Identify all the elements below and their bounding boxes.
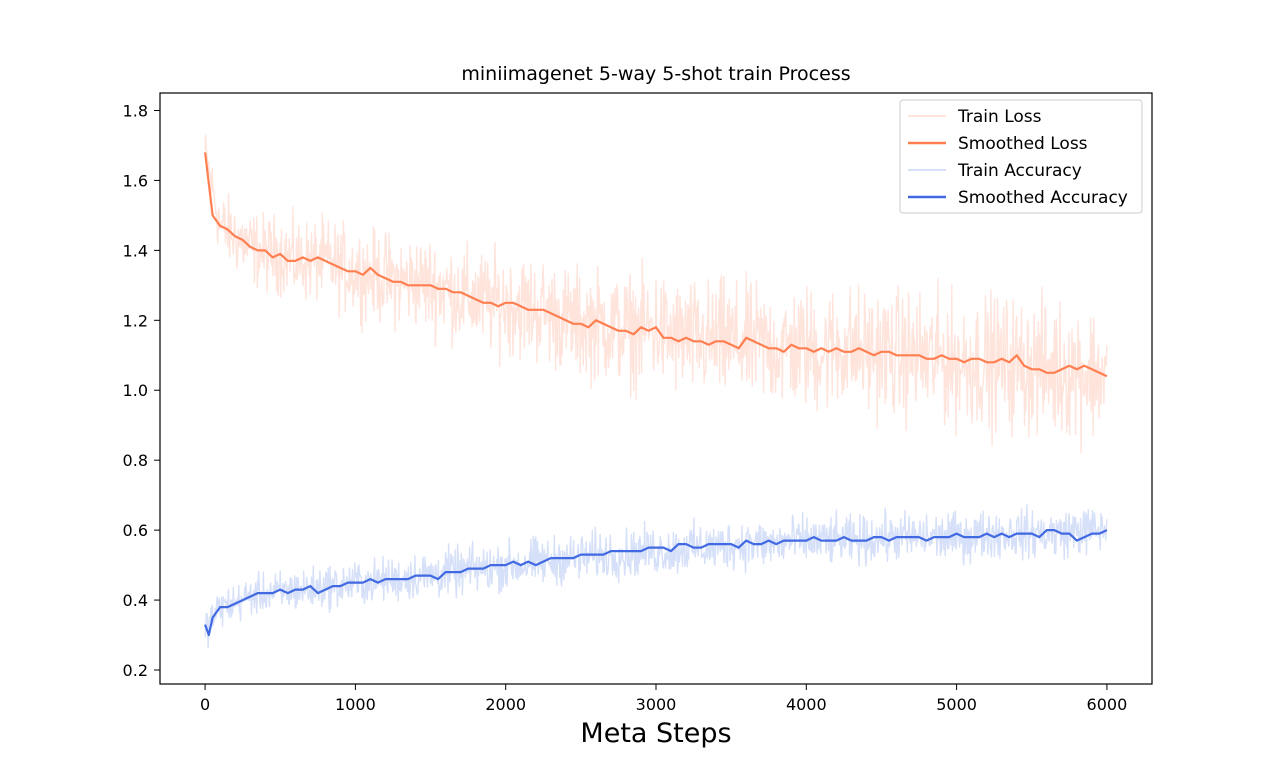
x-tick-label: 0 [200, 695, 210, 714]
x-tick-label: 1000 [335, 695, 376, 714]
y-tick-label: 1.4 [123, 241, 148, 260]
y-tick-label: 0.8 [123, 451, 148, 470]
y-tick-label: 0.6 [123, 521, 148, 540]
x-axis: 0 1000 2000 3000 4000 5000 6000 [200, 684, 1127, 714]
y-tick-label: 1.8 [123, 101, 148, 120]
y-tick-label: 1.2 [123, 311, 148, 330]
legend-box [899, 99, 1143, 214]
legend-label: Smoothed Loss [958, 134, 1088, 154]
plot-frame [159, 92, 1153, 685]
legend-label: Train Loss [957, 107, 1042, 127]
chart-title: miniimagenet 5-way 5-shot train Process [461, 63, 850, 85]
series-line-smoothed-accuracy [204, 529, 1108, 637]
y-tick-label: 0.2 [123, 661, 148, 680]
legend-label: Train Accuracy [957, 161, 1082, 181]
series-line-smoothed-loss [204, 152, 1108, 378]
y-tick-label: 1.6 [123, 171, 148, 190]
y-axis: 0.2 0.4 0.6 0.8 1.0 1.2 1.4 1.6 1.8 [123, 101, 160, 680]
series-line-train-accuracy [204, 504, 1108, 649]
x-axis-label: Meta Steps [580, 718, 731, 749]
legend: Train Loss Smoothed Loss Train Accuracy Smo… [899, 99, 1143, 214]
x-tick-label: 4000 [786, 695, 827, 714]
y-tick-label: 0.4 [123, 591, 148, 610]
x-tick-label: 5000 [936, 695, 977, 714]
y-tick-label: 1.0 [123, 381, 148, 400]
x-tick-label: 3000 [636, 695, 677, 714]
x-tick-label: 6000 [1087, 695, 1128, 714]
legend-label: Smoothed Accuracy [958, 188, 1128, 208]
x-tick-label: 2000 [485, 695, 526, 714]
